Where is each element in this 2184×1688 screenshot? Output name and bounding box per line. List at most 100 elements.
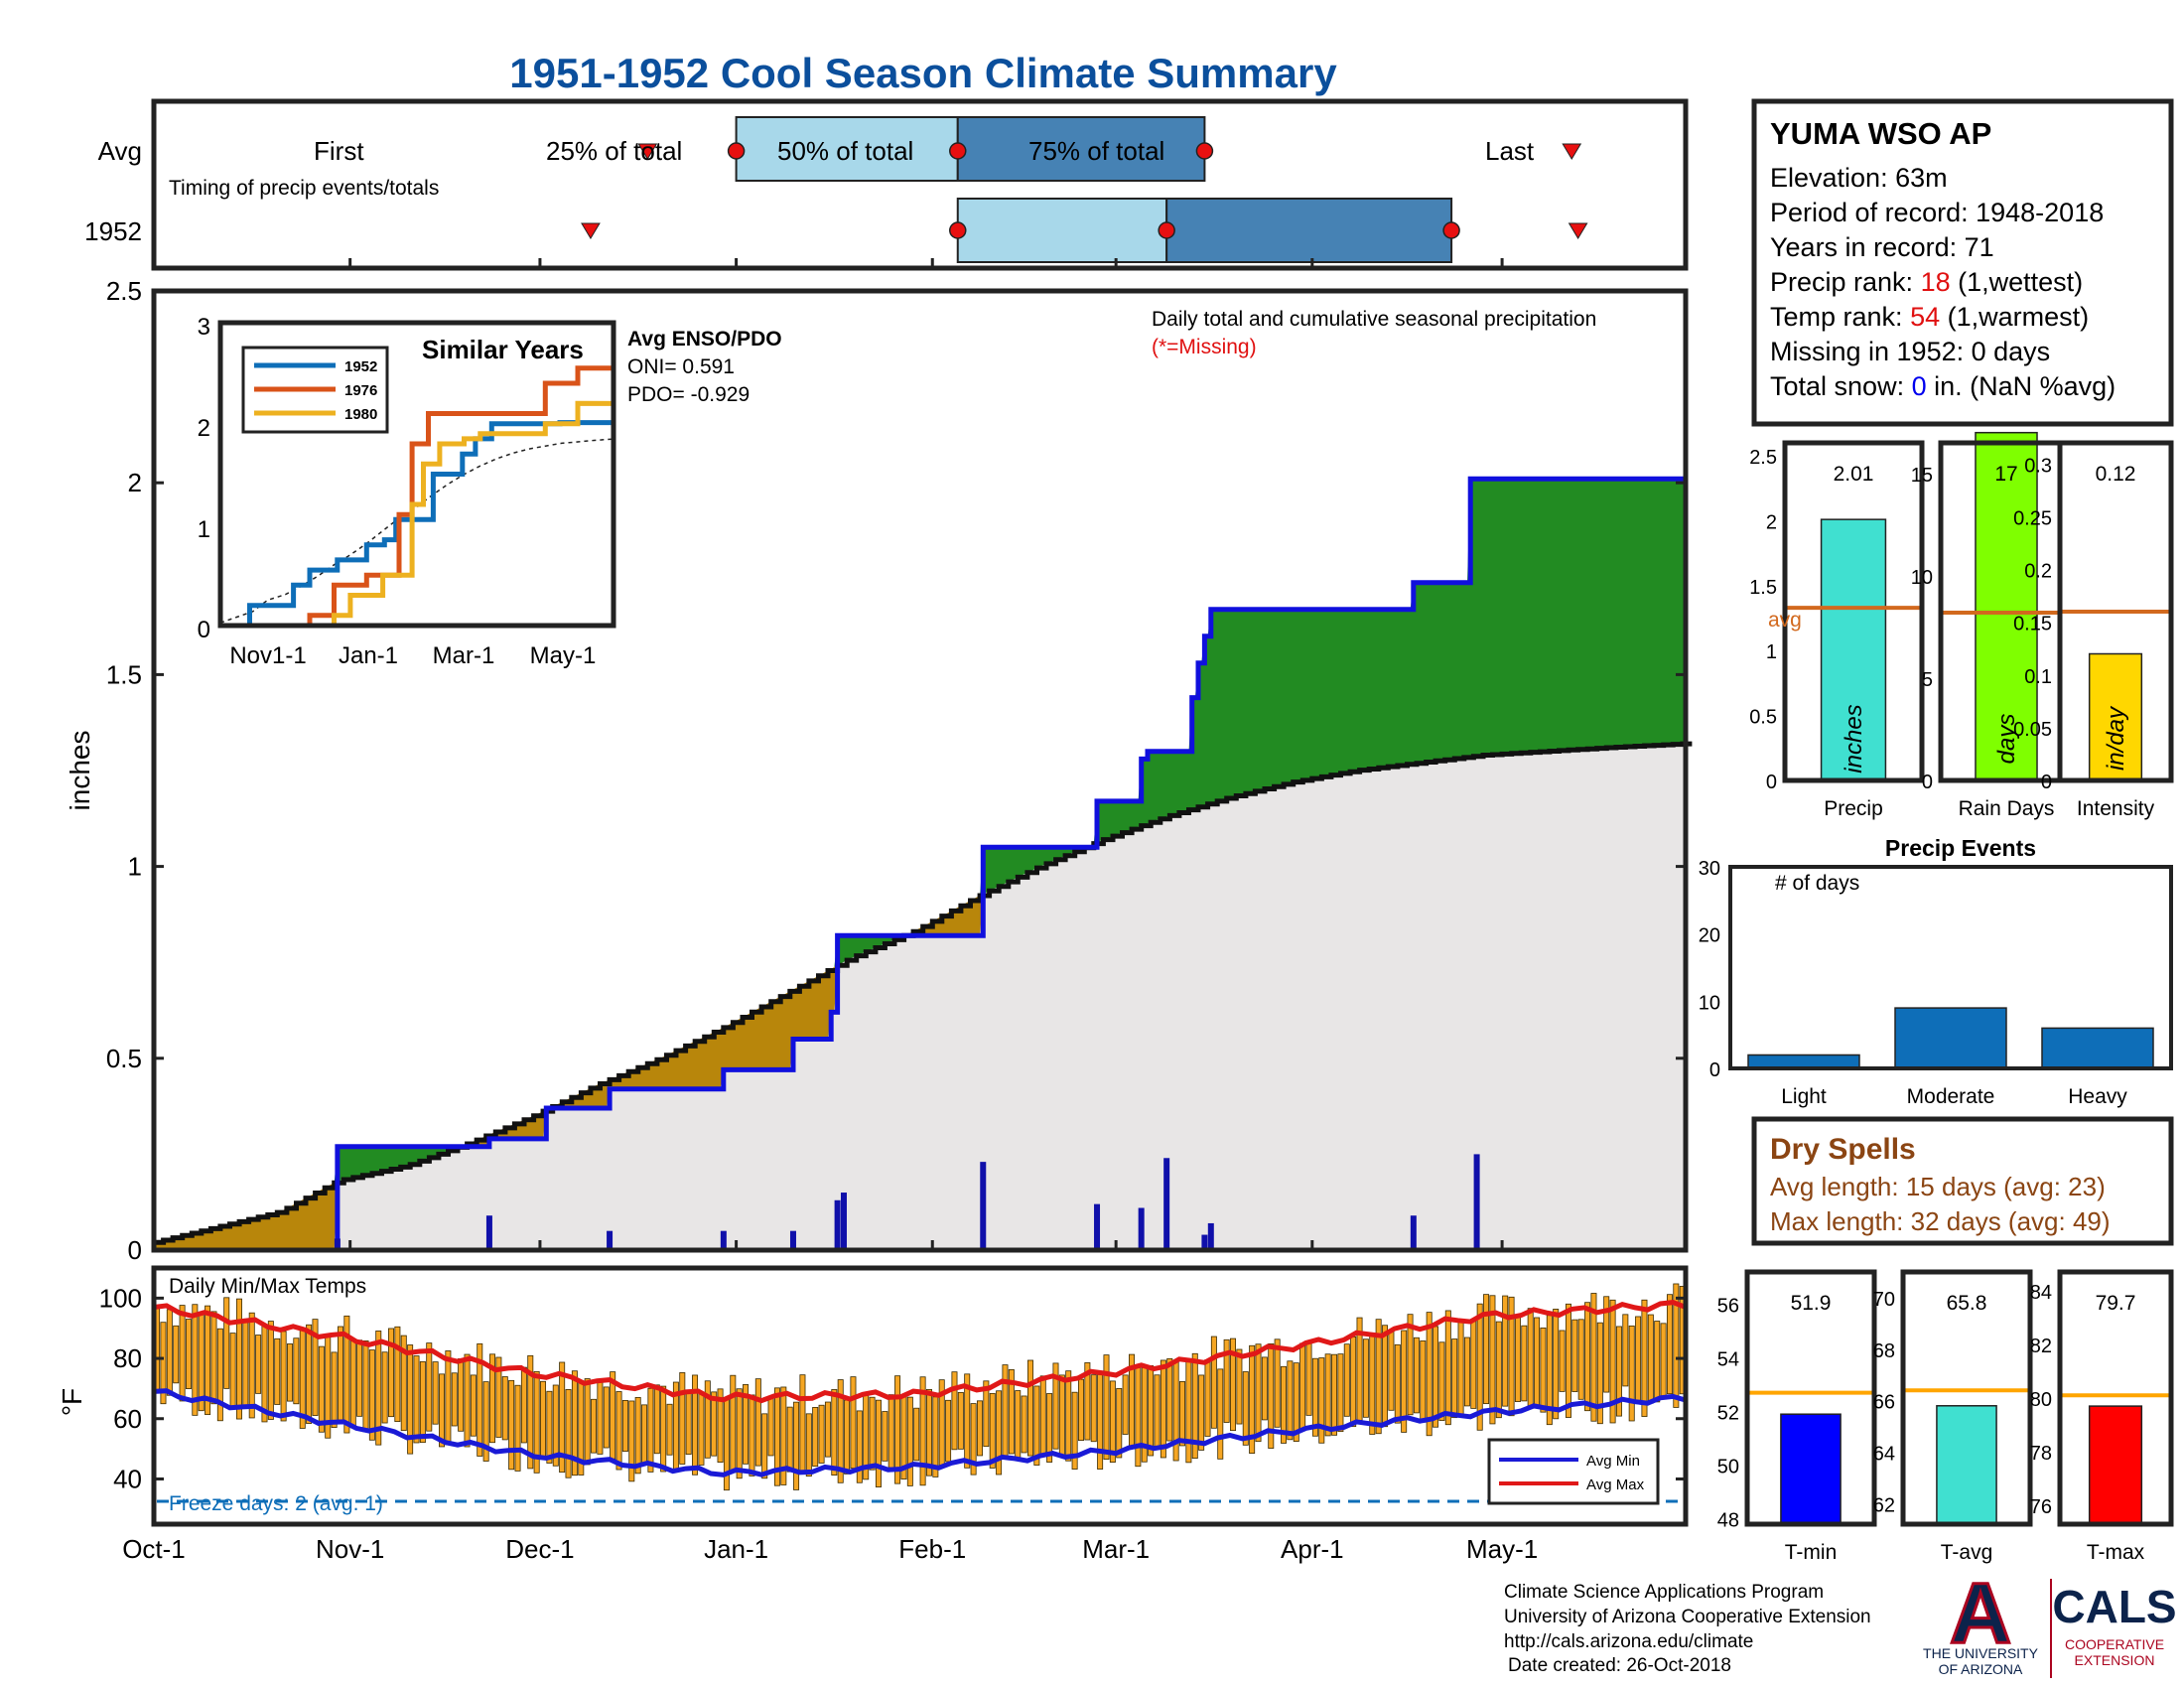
- 1952-cumulative-line: [335, 476, 1686, 1253]
- daily-temp-bar: [1609, 1299, 1616, 1424]
- legend-1952: 1952: [344, 358, 377, 375]
- enso-oni: ONI= 0.591: [627, 355, 735, 378]
- average-cumulative-line: [154, 741, 1693, 1245]
- timing-row-avg: Avg: [98, 136, 142, 166]
- daily-temp-bar: [875, 1399, 882, 1487]
- daily-temp-bar: [957, 1392, 964, 1450]
- mini-chart-y-tick: 0.25: [2013, 507, 2052, 529]
- footer-line-1: Climate Science Applications Program: [1504, 1582, 1824, 1603]
- daily-temp-bar: [584, 1378, 591, 1466]
- mini-chart-y-tick: 0: [1766, 772, 1777, 793]
- daily-temp-bar: [844, 1399, 851, 1475]
- daily-temp-bar: [919, 1376, 926, 1486]
- mini-chart-y-tick: 0.5: [1749, 707, 1777, 729]
- month-label: Nov-1: [316, 1534, 384, 1564]
- mini-chart-frame: [1782, 440, 1925, 783]
- precip-main-frame: [151, 288, 1689, 1253]
- daily-temp-bar: [793, 1401, 800, 1490]
- daily-temp-bar: [1324, 1353, 1331, 1437]
- daily-temp-bar: [533, 1370, 540, 1474]
- daily-precip-bar: [1138, 1207, 1145, 1250]
- daily-temp-bar: [381, 1351, 388, 1424]
- daily-temp-bar: [1596, 1322, 1603, 1425]
- daily-temp-bar: [565, 1389, 572, 1478]
- temp-y-tick-label: 80: [113, 1343, 142, 1373]
- mini-chart-xlabel: T-avg: [1941, 1541, 1993, 1564]
- ua-logo-line-1: THE UNIVERSITY: [1923, 1645, 2039, 1661]
- daily-temp-bar: [1078, 1378, 1084, 1442]
- daily-temp-bar: [824, 1401, 831, 1458]
- legend-1980: 1980: [344, 406, 377, 423]
- mini-chart-y-tick: 1.5: [1749, 577, 1777, 599]
- daily-temp-bar: [704, 1380, 711, 1459]
- events-title: Precip Events: [1885, 835, 2036, 861]
- mini-chart-unit: days: [1993, 714, 2020, 765]
- legend-avg-min: Avg Min: [1586, 1453, 1640, 1470]
- daily-temp-bar: [1577, 1319, 1584, 1400]
- y-tick-label: 2: [128, 468, 142, 497]
- events-subtitle: # of days: [1775, 872, 1859, 895]
- mini-chart-y-tick: 70: [1873, 1289, 1895, 1311]
- daily-temp-bar: [1109, 1380, 1116, 1464]
- y-tick-label: 0.5: [106, 1044, 142, 1073]
- daily-temp-bar: [628, 1400, 635, 1482]
- inset-xtick-jan: Jan-1: [339, 642, 398, 669]
- daily-temp-bar: [1097, 1373, 1104, 1470]
- daily-temp-bar: [331, 1351, 338, 1429]
- daily-temp-bar: [1255, 1343, 1262, 1443]
- daily-temp-bar: [394, 1326, 401, 1423]
- temps-ylabel: °F: [57, 1388, 87, 1416]
- daily-temp-bar: [343, 1315, 350, 1434]
- daily-temp-bar: [1191, 1352, 1198, 1460]
- daily-temp-bar: [1489, 1295, 1496, 1425]
- daily-temp-bar: [621, 1400, 628, 1453]
- daily-temp-bar: [1021, 1395, 1027, 1454]
- daily-precip-bar: [980, 1162, 987, 1250]
- daily-temp-bar: [1362, 1338, 1369, 1418]
- mini-chart-value: 79.7: [2096, 1292, 2136, 1315]
- timing-bar-q2: [956, 116, 1206, 182]
- inset-series-1980: [220, 400, 614, 629]
- enso-pdo: PDO= -0.929: [627, 383, 750, 406]
- daily-temp-bar: [711, 1391, 718, 1457]
- daily-temp-bar: [1052, 1362, 1059, 1450]
- mini-chart-y-tick: 2: [1766, 511, 1777, 533]
- daily-temp-bar: [1584, 1302, 1591, 1412]
- station-elevation: Elevation: 63m: [1770, 163, 1948, 193]
- daily-temp-bar: [1154, 1374, 1160, 1448]
- daily-temp-bar: [925, 1388, 932, 1477]
- freeze-days-text: Freeze days: 2 (avg. 1): [169, 1492, 383, 1515]
- daily-temp-bar: [1433, 1326, 1439, 1428]
- daily-temp-bar: [216, 1328, 223, 1422]
- daily-precip-bar: [1163, 1158, 1170, 1250]
- daily-temp-bar: [1065, 1370, 1072, 1462]
- daily-precip-bar: [334, 1238, 341, 1250]
- daily-temp-bar: [489, 1353, 496, 1444]
- daily-temp-bar: [255, 1335, 262, 1394]
- daily-temp-bar: [1565, 1303, 1571, 1418]
- enso-heading: Avg ENSO/PDO: [627, 328, 782, 351]
- daily-temp-bar: [1230, 1337, 1237, 1432]
- inset-average-line: [219, 438, 614, 624]
- daily-temp-bar: [1476, 1303, 1483, 1431]
- station-missing: Missing in 1952: 0 days: [1770, 337, 2050, 366]
- daily-temp-bar: [597, 1380, 604, 1455]
- daily-temp-bar: [179, 1305, 186, 1402]
- daily-temp-bar: [1172, 1361, 1179, 1462]
- daily-temp-bar: [913, 1407, 920, 1462]
- daily-temp-bar: [1299, 1342, 1306, 1432]
- mini-chart-y-tick: 0.05: [2013, 719, 2052, 741]
- mini-chart-y-tick: 54: [1717, 1348, 1739, 1370]
- mini-chart-value: 65.8: [1947, 1292, 1987, 1315]
- daily-temp-bar: [514, 1384, 521, 1472]
- daily-temp-bar: [477, 1342, 483, 1457]
- footer-line-2: University of Arizona Cooperative Extens…: [1504, 1607, 1871, 1627]
- mini-chart-bar: [1820, 518, 1887, 781]
- dry-avg-length: Avg length: 15 days (avg: 23): [1770, 1172, 2106, 1201]
- month-label: May-1: [1466, 1534, 1538, 1564]
- below-average-area: [154, 744, 1686, 1250]
- daily-precip-bar: [485, 1215, 492, 1250]
- station-precip-rank: Precip rank: 18 (1,wettest): [1770, 267, 2083, 297]
- daily-temp-bar: [818, 1404, 825, 1464]
